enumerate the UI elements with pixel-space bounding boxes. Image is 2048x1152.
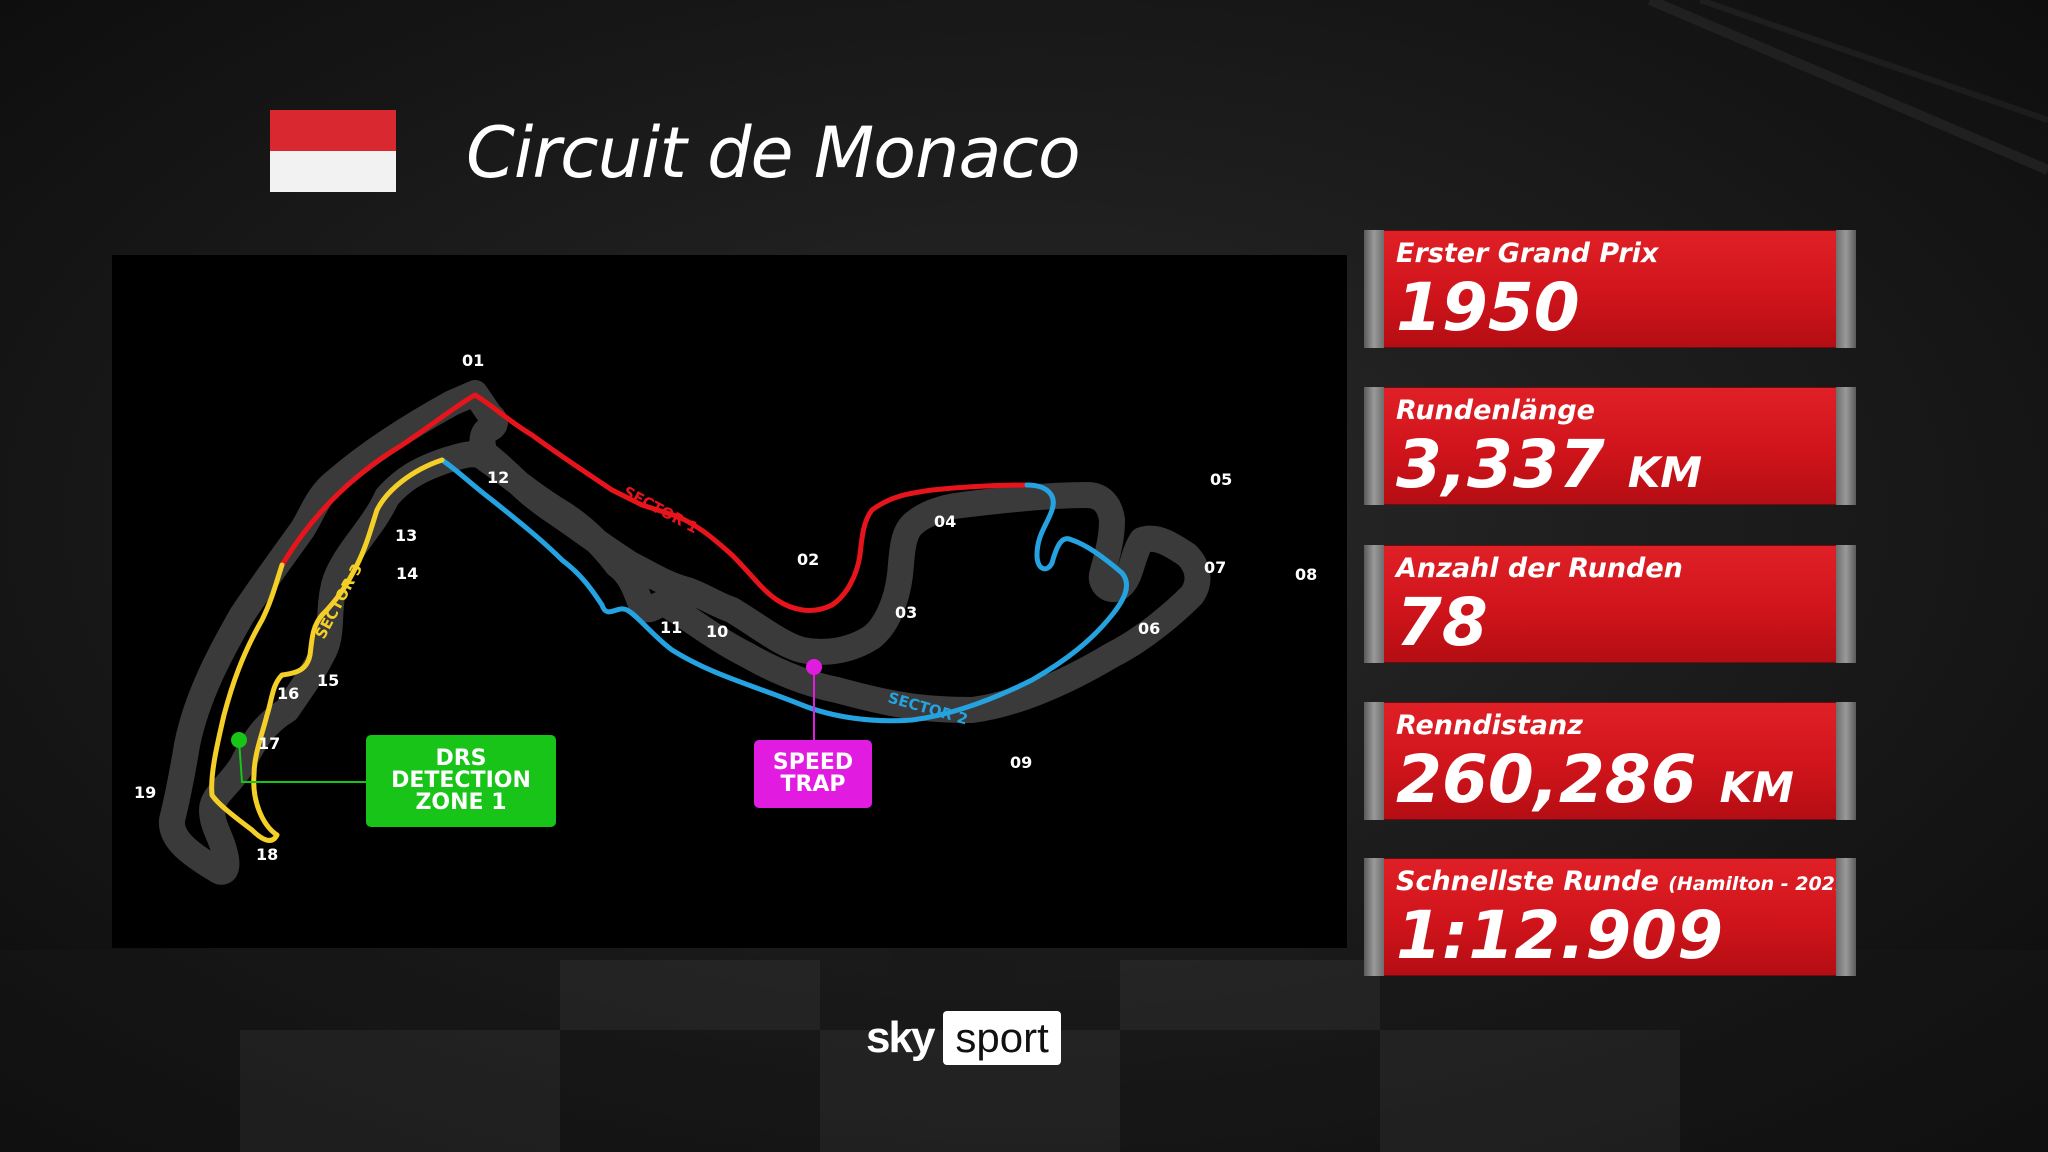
- turn-11: 11: [660, 618, 682, 637]
- stat-label: Erster Grand Prix: [1396, 238, 1659, 269]
- drs-detection-zone-label: DRS DETECTION ZONE 1: [366, 735, 556, 827]
- speed-trap-label: SPEED TRAP: [754, 740, 872, 808]
- turn-09: 09: [1010, 753, 1032, 772]
- drs-line-1: DRS: [435, 746, 487, 771]
- turn-12: 12: [487, 468, 509, 487]
- sector-1-label: SECTOR 1: [620, 483, 701, 538]
- stat-value: 3,337 KM: [1396, 427, 1702, 511]
- turn-08: 08: [1295, 565, 1317, 584]
- stat-number: 1950: [1396, 269, 1580, 346]
- drs-line-3: ZONE 1: [415, 790, 507, 815]
- stat-unit: KM: [1627, 448, 1703, 497]
- stat-number: 260,286: [1396, 741, 1697, 818]
- turn-06: 06: [1138, 619, 1160, 638]
- stat-label: Anzahl der Runden: [1396, 553, 1683, 584]
- stat-unit: KM: [1719, 763, 1794, 812]
- turn-02: 02: [797, 550, 819, 569]
- stat-lap-length: Rundenlänge 3,337 KM: [1364, 387, 1856, 505]
- logo-sky-text: sky: [866, 1013, 935, 1062]
- stat-label: Schnellste Runde (Hamilton - 2021): [1396, 866, 1857, 897]
- sector-3-line: [209, 457, 445, 843]
- stat-value: 1:12.909: [1396, 898, 1723, 974]
- stat-number: 3,337: [1396, 426, 1605, 503]
- stat-value: 78: [1396, 585, 1488, 661]
- track-map-panel: SECTOR 1 SECTOR 2 SECTOR 3 01 02 03 04 0…: [112, 255, 1347, 948]
- sector-2-line: [439, 457, 1129, 724]
- turn-18: 18: [256, 845, 278, 864]
- circuit-title: Circuit de Monaco: [466, 112, 1081, 194]
- turn-19: 19: [134, 783, 156, 802]
- stat-cap-left: [1364, 858, 1384, 976]
- logo-sport-text: sport: [943, 1011, 1061, 1065]
- turn-01: 01: [462, 351, 484, 370]
- monaco-flag: [270, 110, 396, 192]
- sector-1-line: [279, 392, 1030, 613]
- stat-cap-left: [1364, 387, 1384, 505]
- flag-white-band: [270, 151, 396, 192]
- stat-label: Rundenlänge: [1396, 395, 1595, 426]
- sky-sport-logo: sky sport: [866, 1010, 1061, 1066]
- track-map: SECTOR 1 SECTOR 2 SECTOR 3 01 02 03 04 0…: [134, 351, 1317, 885]
- stat-cap-right: [1836, 858, 1856, 976]
- stat-number-of-laps: Anzahl der Runden 78: [1364, 545, 1856, 663]
- stat-cap-right: [1836, 702, 1856, 820]
- flag-red-band: [270, 110, 396, 151]
- turn-16: 16: [277, 684, 299, 703]
- stat-race-distance: Renndistanz 260,286 KM: [1364, 702, 1856, 820]
- turn-13: 13: [395, 526, 417, 545]
- turn-10: 10: [706, 622, 728, 641]
- drs-connector-line: [238, 739, 367, 783]
- drs-line-2: DETECTION: [391, 768, 531, 793]
- stat-fastest-lap: Schnellste Runde (Hamilton - 2021) 1:12.…: [1364, 858, 1857, 976]
- stat-value: 260,286 KM: [1396, 742, 1794, 826]
- turn-04: 04: [934, 512, 956, 531]
- stat-label-detail: (Hamilton - 2021): [1668, 873, 1857, 895]
- turn-17: 17: [258, 734, 280, 753]
- stat-cap-right: [1836, 545, 1856, 663]
- stat-cap-left: [1364, 230, 1384, 348]
- turn-07: 07: [1204, 558, 1226, 577]
- stat-cap-left: [1364, 545, 1384, 663]
- stat-cap-right: [1836, 230, 1856, 348]
- turn-15: 15: [317, 671, 339, 690]
- stat-value: 1950: [1396, 270, 1580, 346]
- track-outline: [159, 380, 1211, 885]
- stat-label: Renndistanz: [1396, 710, 1583, 741]
- stat-cap-left: [1364, 702, 1384, 820]
- stat-number: 78: [1396, 584, 1488, 661]
- speed-trap-line-2: TRAP: [780, 772, 846, 797]
- turn-03: 03: [895, 603, 917, 622]
- stat-number: 1:12.909: [1396, 897, 1724, 974]
- stat-cap-right: [1836, 387, 1856, 505]
- stat-label-main: Schnellste Runde: [1396, 866, 1659, 897]
- stat-first-grand-prix: Erster Grand Prix 1950: [1364, 230, 1856, 348]
- turn-14: 14: [396, 564, 418, 583]
- speed-trap-line-1: SPEED: [772, 750, 854, 775]
- turn-05: 05: [1210, 470, 1232, 489]
